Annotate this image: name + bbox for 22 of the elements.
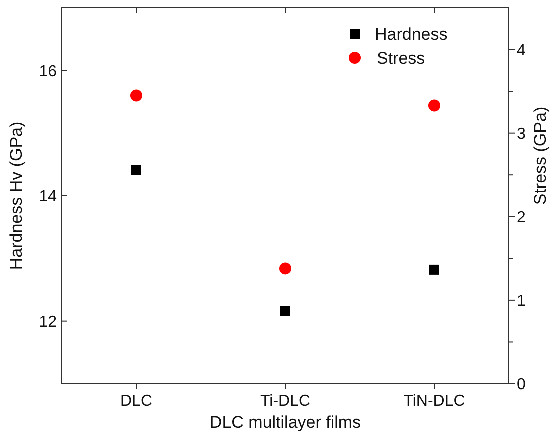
legend-label: Stress <box>377 48 426 68</box>
point <box>428 100 440 112</box>
point <box>280 262 292 275</box>
y-axis-title: Hardness Hv (GPa) <box>7 122 26 270</box>
y-tick-label: 16 <box>39 63 58 80</box>
x-tick-label: TiN-DLC <box>404 393 466 410</box>
y2-tick-label: 1 <box>517 293 526 310</box>
y-tick-label: 14 <box>39 188 58 206</box>
point <box>430 264 440 275</box>
legend-label: Hardness <box>375 24 448 44</box>
y-tick-label: 12 <box>39 314 58 331</box>
y2-axis-title: Stress (GPa) <box>531 106 550 206</box>
x-tick-label: Ti-DLC <box>260 393 311 410</box>
point <box>132 165 142 176</box>
x-tick-label: DLC <box>120 393 153 410</box>
y2-tick-label: 0 <box>517 376 526 394</box>
y2-tick-label: 3 <box>517 126 526 143</box>
point <box>130 90 142 102</box>
x-axis-title: DLC multilayer films <box>210 413 362 432</box>
y2-tick-label: 4 <box>517 42 526 60</box>
point <box>280 306 290 316</box>
y2-tick-label: 2 <box>517 209 526 226</box>
